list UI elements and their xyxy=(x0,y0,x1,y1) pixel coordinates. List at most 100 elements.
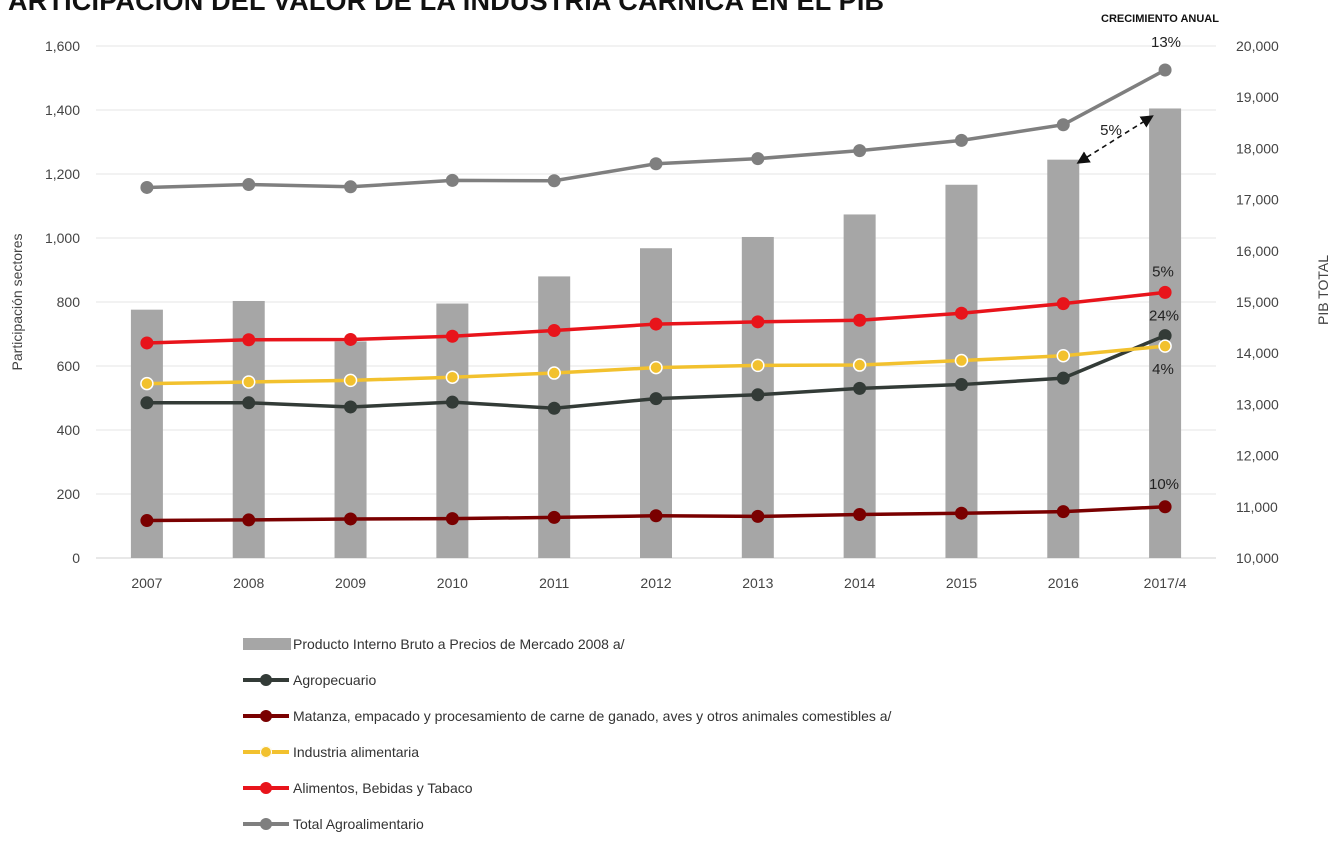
series-point-2 xyxy=(343,373,358,388)
legend-label-industria: Industria alimentaria xyxy=(293,744,420,760)
series-point-1 xyxy=(547,510,561,524)
series-point-2 xyxy=(751,358,765,373)
series-point-3 xyxy=(954,306,968,320)
x-tick-label: 2009 xyxy=(335,575,366,591)
y-left-tick-label: 1,200 xyxy=(45,166,80,182)
series-point-4 xyxy=(242,178,256,192)
series-point-4 xyxy=(445,173,459,187)
series-point-3 xyxy=(853,313,867,327)
series-point-3 xyxy=(1056,297,1070,311)
series-point-2 xyxy=(140,376,154,391)
series-point-2 xyxy=(547,366,561,380)
series-point-0 xyxy=(853,381,867,395)
legend-label-agropecuario: Agropecuario xyxy=(293,672,377,688)
series-point-1 xyxy=(140,514,154,528)
legend-item-pib: Producto Interno Bruto a Precios de Merc… xyxy=(243,626,891,662)
series-point-1 xyxy=(344,512,358,526)
y-left-tick-label: 600 xyxy=(57,358,81,374)
series-point-0 xyxy=(445,395,459,409)
series-point-3 xyxy=(344,332,358,346)
series-point-4 xyxy=(344,180,358,194)
annotation-total: 13% xyxy=(1151,34,1181,51)
series-point-3 xyxy=(445,329,459,343)
x-tick-label: 2010 xyxy=(437,575,468,591)
annotation-gap: 5% xyxy=(1100,122,1122,139)
series-point-0 xyxy=(242,396,256,410)
y-right-tick-label: 16,000 xyxy=(1236,243,1279,259)
series-point-2 xyxy=(445,370,460,384)
legend-item-agropecuario: Agropecuario xyxy=(243,662,891,698)
y-right-tick-label: 15,000 xyxy=(1236,294,1279,310)
series-point-4 xyxy=(649,157,663,171)
legend-swatch-industria xyxy=(243,742,291,762)
y-left-tick-label: 1,400 xyxy=(45,102,80,118)
x-tick-label: 2016 xyxy=(1048,575,1079,591)
series-point-1 xyxy=(751,509,765,523)
y-right-tick-label: 12,000 xyxy=(1236,448,1279,464)
series-point-2 xyxy=(649,360,663,375)
y-right-tick-label: 11,000 xyxy=(1236,499,1278,515)
y-right-axis-title: PIB TOTAL xyxy=(1315,255,1331,325)
y-right-tick-label: 19,000 xyxy=(1236,89,1279,105)
annotation-alimentos: 5% xyxy=(1152,263,1174,280)
series-point-1 xyxy=(1056,505,1070,519)
y-right-tick-label: 20,000 xyxy=(1236,38,1279,54)
series-point-4 xyxy=(140,180,154,194)
series-point-4 xyxy=(1056,118,1070,132)
series-point-2 xyxy=(241,375,256,389)
x-tick-label: 2015 xyxy=(946,575,977,591)
x-tick-label: 2007 xyxy=(131,575,162,591)
y-left-tick-label: 800 xyxy=(57,294,81,310)
legend-swatch-total xyxy=(243,814,291,834)
series-point-0 xyxy=(1056,371,1070,385)
x-tick-label: 2013 xyxy=(742,575,773,591)
x-tick-label: 2012 xyxy=(640,575,671,591)
legend-swatch-matanza xyxy=(243,706,291,726)
series-point-3 xyxy=(751,315,765,329)
series-point-0 xyxy=(649,392,663,406)
series-point-2 xyxy=(954,353,969,368)
y-left-tick-label: 1,600 xyxy=(45,38,80,54)
series-point-1 xyxy=(853,507,867,521)
legend-item-matanza: Matanza, empacado y procesamiento de car… xyxy=(243,698,891,734)
y-left-tick-label: 0 xyxy=(72,550,80,566)
series-point-3 xyxy=(1158,285,1172,299)
series-point-1 xyxy=(954,506,968,520)
series-point-4 xyxy=(751,152,765,166)
legend-swatch-alimentos xyxy=(243,778,291,798)
series-point-0 xyxy=(1158,329,1172,343)
legend-item-alimentos: Alimentos, Bebidas y Tabaco xyxy=(243,770,891,806)
series-point-4 xyxy=(954,133,968,147)
series-point-0 xyxy=(140,396,154,410)
annotation-matanza: 10% xyxy=(1149,476,1179,493)
legend-label-alimentos: Alimentos, Bebidas y Tabaco xyxy=(293,780,473,796)
y-right-tick-label: 13,000 xyxy=(1236,396,1279,412)
series-point-3 xyxy=(649,317,663,331)
series-point-2 xyxy=(852,358,867,372)
legend-swatch-agropecuario xyxy=(243,670,291,690)
legend-label-matanza: Matanza, empacado y procesamiento de car… xyxy=(293,708,892,724)
legend-item-total: Total Agroalimentario xyxy=(243,806,891,842)
series-point-0 xyxy=(751,388,765,402)
series-point-0 xyxy=(954,378,968,392)
y-left-tick-label: 1,000 xyxy=(45,230,80,246)
combo-chart: 0 200 400 600 800 1,000 1,200 1,400 1,600 10,000 1… xyxy=(9,13,1331,591)
series-point-1 xyxy=(1158,500,1172,514)
series-point-3 xyxy=(140,336,154,350)
y-left-tick-label: 400 xyxy=(57,422,81,438)
bar-pib xyxy=(945,184,978,558)
annual-growth-header: CRECIMIENTO ANUAL xyxy=(1101,13,1219,25)
x-tick-label: 2011 xyxy=(539,575,569,591)
x-tick-label: 2014 xyxy=(844,575,875,591)
series-point-4 xyxy=(547,174,561,188)
series-point-4 xyxy=(1158,63,1172,77)
y-right-tick-label: 17,000 xyxy=(1236,192,1279,208)
series-point-1 xyxy=(445,512,459,526)
y-left-tick-label: 200 xyxy=(57,486,81,502)
chart-legend: Producto Interno Bruto a Precios de Merc… xyxy=(243,626,891,842)
legend-label-total: Total Agroalimentario xyxy=(293,816,424,832)
x-tick-label: 2017/4 xyxy=(1144,575,1187,591)
y-right-tick-label: 10,000 xyxy=(1236,550,1279,566)
series-point-3 xyxy=(242,333,256,347)
legend-label-pib: Producto Interno Bruto a Precios de Merc… xyxy=(293,636,625,652)
